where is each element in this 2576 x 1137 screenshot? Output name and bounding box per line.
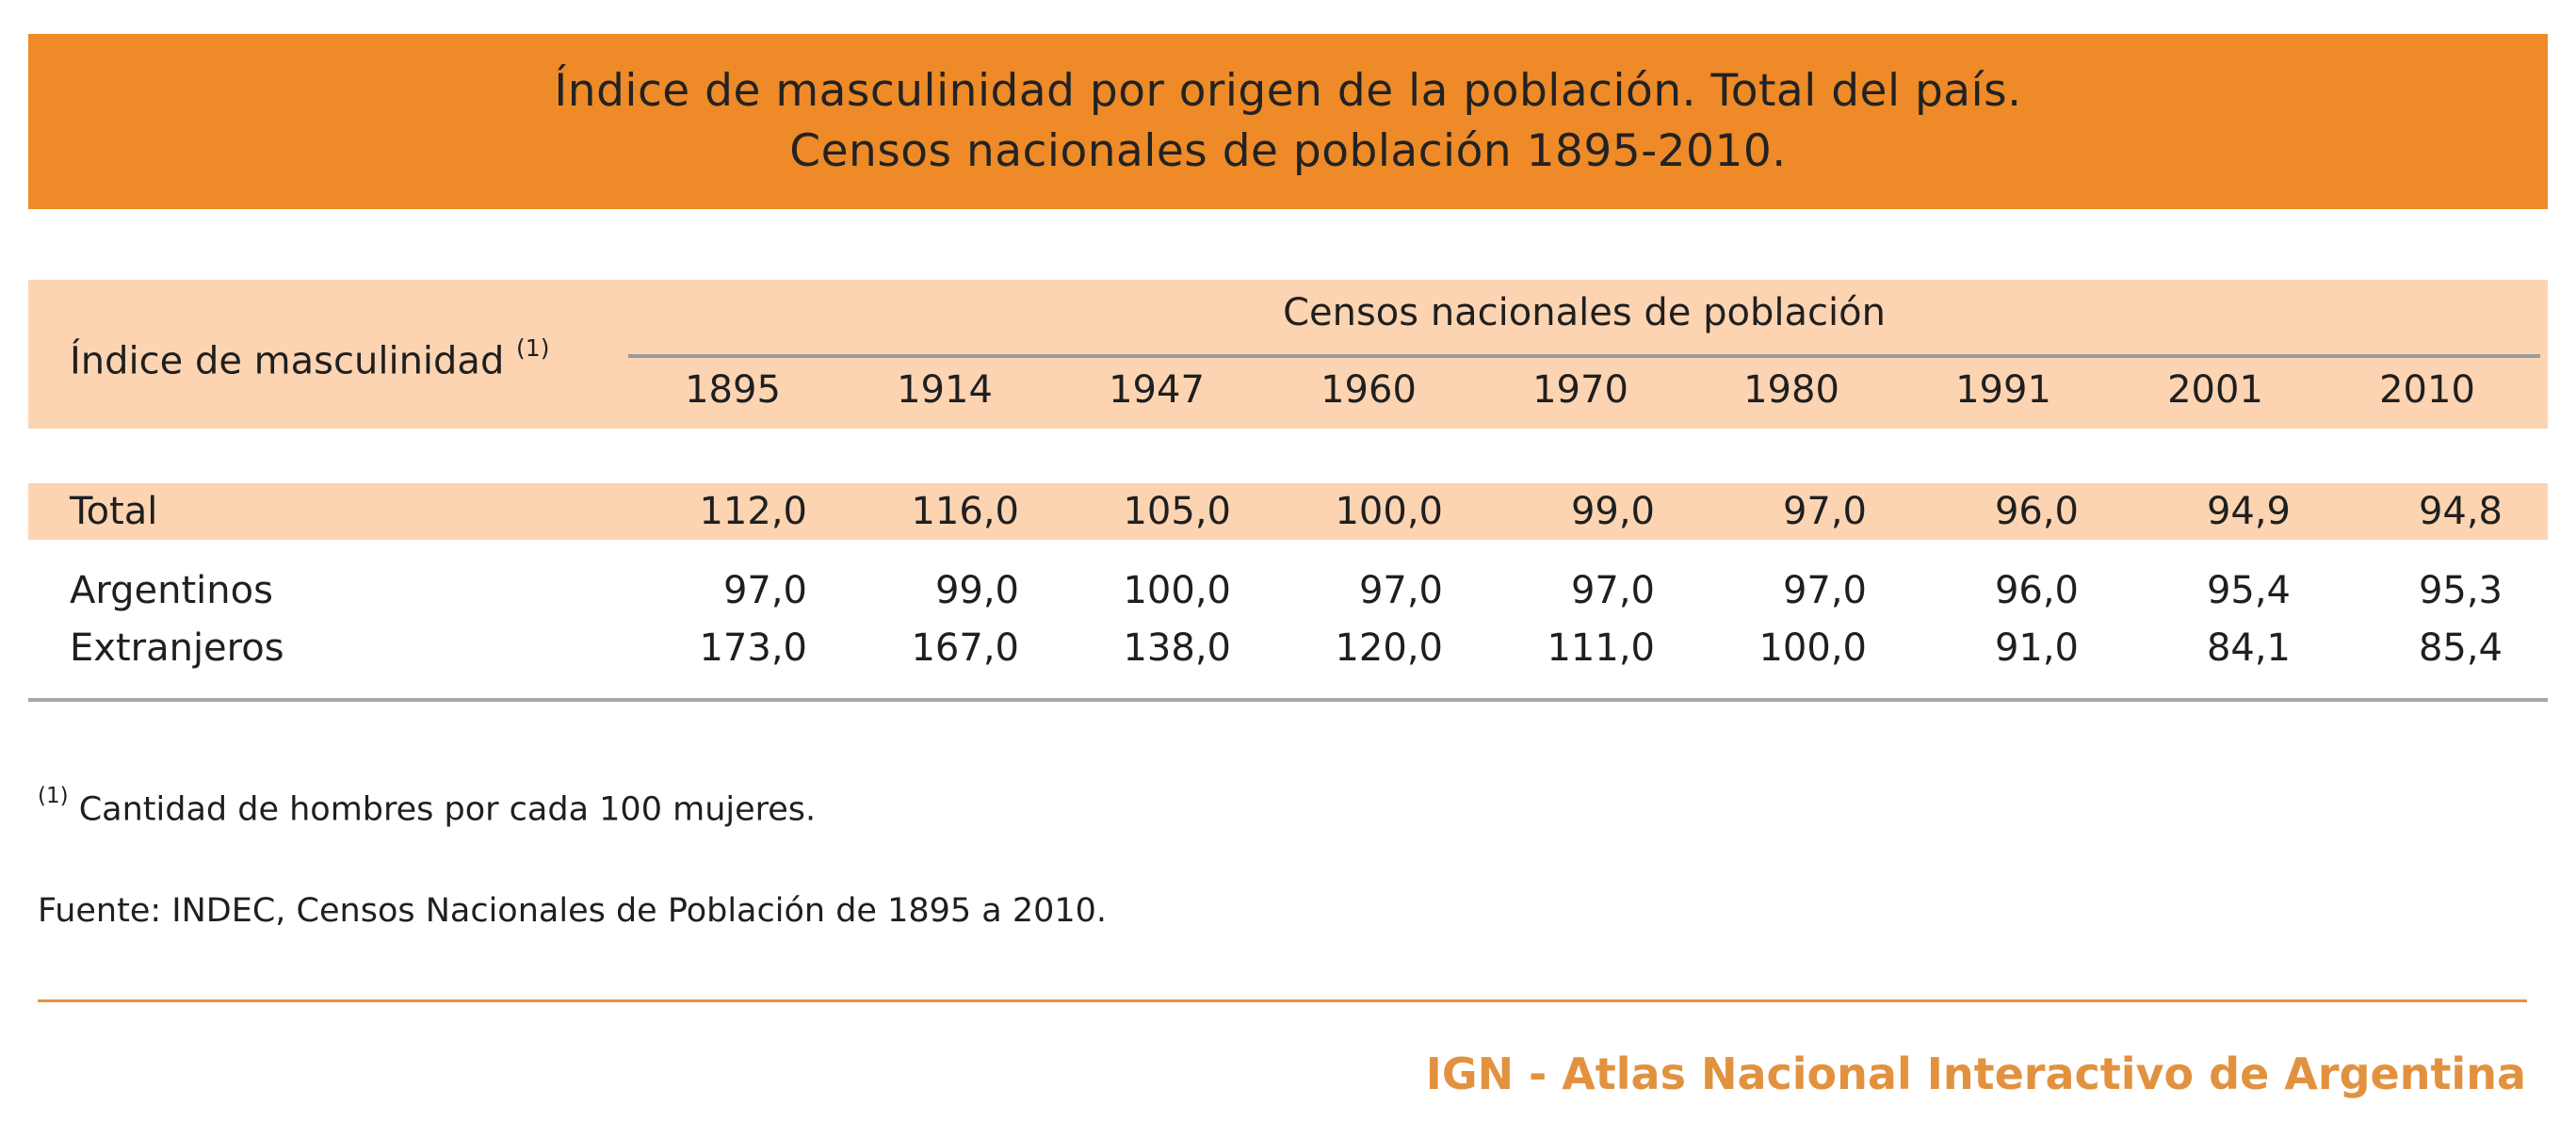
table-cell: 111,0 bbox=[1547, 626, 1655, 670]
year-header: 1895 bbox=[685, 368, 781, 412]
row-label: Argentinos bbox=[70, 569, 273, 612]
table-cell: 91,0 bbox=[1994, 626, 2079, 670]
table-cell: 97,0 bbox=[722, 569, 807, 612]
table-cell: 97,0 bbox=[1570, 569, 1655, 612]
table-cell: 120,0 bbox=[1335, 626, 1443, 670]
table-cell: 94,8 bbox=[2418, 490, 2503, 533]
table-cell: 99,0 bbox=[1570, 490, 1655, 533]
group-header-underline bbox=[628, 354, 2540, 358]
footer-divider bbox=[38, 999, 2527, 1002]
table-cell: 138,0 bbox=[1123, 626, 1231, 670]
row-header: Índice de masculinidad (1) bbox=[70, 329, 549, 384]
table-cell: 85,4 bbox=[2418, 626, 2503, 670]
table-cell: 97,0 bbox=[1358, 569, 1443, 612]
table-cell: 112,0 bbox=[699, 490, 807, 533]
year-header: 1980 bbox=[1743, 368, 1839, 412]
year-header: 2010 bbox=[2379, 368, 2475, 412]
row-header-label: Índice de masculinidad bbox=[70, 339, 505, 383]
table-cell: 95,4 bbox=[2206, 569, 2291, 612]
title-banner: Índice de masculinidad por origen de la … bbox=[28, 34, 2548, 209]
footnote-marker: (1) bbox=[38, 784, 69, 808]
table-cell: 105,0 bbox=[1123, 490, 1231, 533]
total-row-band bbox=[28, 483, 2548, 540]
table-cell: 100,0 bbox=[1123, 569, 1231, 612]
footer-credit: IGN - Atlas Nacional Interactivo de Arge… bbox=[1425, 1048, 2526, 1099]
title-line-2: Censos nacionales de población 1895-2010… bbox=[789, 125, 1787, 177]
row-label: Extranjeros bbox=[70, 626, 284, 670]
source-note: Fuente: INDEC, Censos Nacionales de Pobl… bbox=[38, 892, 1108, 930]
year-header-row: 1895 1914 1947 1960 1970 1980 1991 2001 … bbox=[28, 366, 2548, 414]
table-row-total: Total 112,0 116,0 105,0 100,0 99,0 97,0 … bbox=[28, 483, 2548, 540]
table-cell: 116,0 bbox=[911, 490, 1019, 533]
table-bottom-rule bbox=[28, 698, 2548, 702]
year-header: 1960 bbox=[1320, 368, 1417, 412]
table-cell: 84,1 bbox=[2206, 626, 2291, 670]
table-row-argentinos: Argentinos 97,0 99,0 100,0 97,0 97,0 97,… bbox=[28, 562, 2548, 619]
group-header: Censos nacionales de población bbox=[1283, 291, 1886, 334]
table-cell: 94,9 bbox=[2206, 490, 2291, 533]
table-cell: 96,0 bbox=[1994, 490, 2079, 533]
table-cell: 99,0 bbox=[934, 569, 1019, 612]
table-cell: 100,0 bbox=[1335, 490, 1443, 533]
table-cell: 97,0 bbox=[1782, 569, 1867, 612]
table-cell: 167,0 bbox=[911, 626, 1019, 670]
footnote-text: Cantidad de hombres por cada 100 mujeres… bbox=[68, 790, 817, 829]
table-cell: 100,0 bbox=[1758, 626, 1867, 670]
table-cell: 173,0 bbox=[699, 626, 807, 670]
year-header: 1970 bbox=[1532, 368, 1628, 412]
table-cell: 95,3 bbox=[2418, 569, 2503, 612]
footnote: (1) Cantidad de hombres por cada 100 muj… bbox=[38, 778, 816, 834]
year-header: 1991 bbox=[1955, 368, 2051, 412]
title-line-1: Índice de masculinidad por origen de la … bbox=[554, 65, 2022, 117]
table-cell: 97,0 bbox=[1782, 490, 1867, 533]
table-row-extranjeros: Extranjeros 173,0 167,0 138,0 120,0 111,… bbox=[28, 620, 2548, 676]
year-header: 1947 bbox=[1109, 368, 1205, 412]
row-label: Total bbox=[70, 490, 158, 533]
row-header-note-marker: (1) bbox=[516, 334, 550, 362]
year-header: 2001 bbox=[2167, 368, 2263, 412]
year-header: 1914 bbox=[897, 368, 993, 412]
table-cell: 96,0 bbox=[1994, 569, 2079, 612]
